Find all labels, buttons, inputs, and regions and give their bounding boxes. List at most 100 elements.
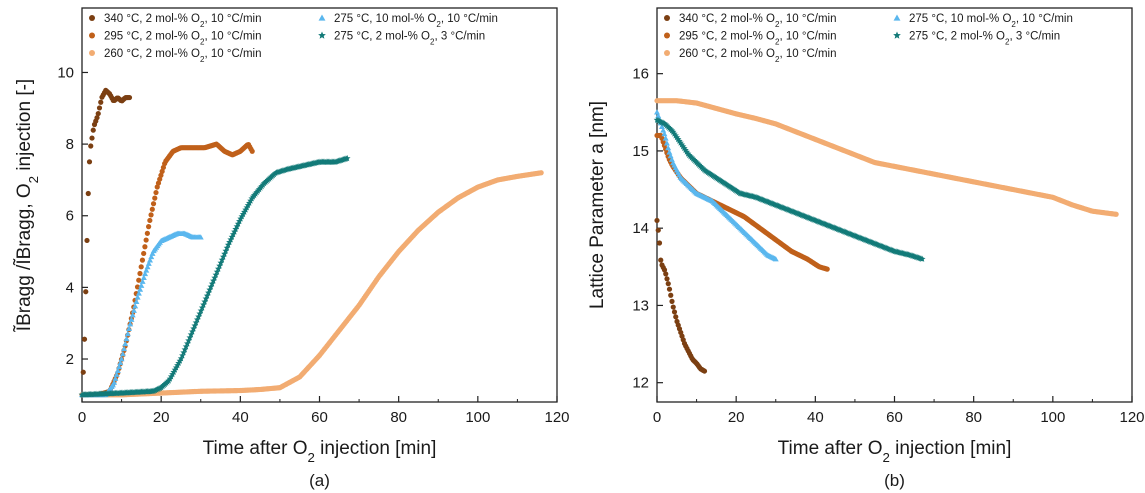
data-point <box>84 237 90 244</box>
data-point <box>181 346 189 353</box>
data-point <box>665 281 671 287</box>
legend-marker <box>893 14 901 21</box>
data-point <box>140 274 147 280</box>
x-tick-label: 0 <box>653 409 661 426</box>
data-point <box>147 257 154 263</box>
data-point <box>80 369 86 375</box>
x-tick-label: 20 <box>728 409 745 426</box>
data-point <box>202 295 210 302</box>
data-point <box>690 156 698 163</box>
data-point <box>211 274 218 281</box>
data-point <box>144 230 150 236</box>
data-point <box>672 132 679 139</box>
data-point <box>538 170 544 176</box>
x-tick-label: 60 <box>886 409 903 426</box>
y-tick-label: 12 <box>632 375 649 392</box>
legend-marker <box>318 31 326 39</box>
data-point <box>669 298 675 304</box>
y-tick-label: 13 <box>632 297 649 314</box>
data-point <box>157 176 163 182</box>
data-point <box>658 257 664 263</box>
data-point <box>148 253 155 260</box>
data-point <box>674 135 682 143</box>
data-point <box>197 234 204 240</box>
data-point <box>218 256 226 263</box>
data-point <box>159 168 165 174</box>
data-point <box>191 322 199 329</box>
data-point <box>144 264 151 270</box>
legend-entry: 275 °C, 10 mol-% O2, 10 °C/min <box>334 13 498 29</box>
y-tick-label: 14 <box>632 220 649 237</box>
data-point <box>114 367 121 374</box>
legend-marker <box>89 32 95 39</box>
data-point <box>671 309 678 315</box>
data-point <box>138 264 144 270</box>
x-tick-label: 60 <box>311 409 328 426</box>
y-tick-label: 6 <box>66 208 74 225</box>
data-point <box>665 145 672 151</box>
y-axis-title: Lattice Parameter a [nm] <box>587 101 608 309</box>
x-tick-label: 100 <box>465 409 490 426</box>
data-point <box>137 286 144 292</box>
data-point <box>146 224 152 230</box>
data-point <box>86 159 93 165</box>
data-point <box>668 292 674 298</box>
x-tick-label: 40 <box>807 409 824 426</box>
legend-entry: 295 °C, 2 mol-% O2, 10 °C/min <box>679 31 837 47</box>
legend-entry: 275 °C, 2 mol-% O2, 3 °C/min <box>909 31 1060 47</box>
data-point <box>193 316 201 323</box>
data-point <box>141 250 147 257</box>
data-point <box>213 268 221 275</box>
legend-marker <box>318 14 326 21</box>
legend-marker <box>89 50 95 56</box>
data-point <box>675 137 683 144</box>
legend-entry: 295 °C, 2 mol-% O2, 10 °C/min <box>104 31 262 47</box>
data-point <box>184 340 191 347</box>
legend-marker <box>664 32 670 39</box>
data-point <box>212 271 220 278</box>
legend-entry: 275 °C, 10 mol-% O2, 10 °C/min <box>909 13 1073 29</box>
data-point <box>693 159 700 166</box>
data-point <box>687 153 694 160</box>
legend-entry: 275 °C, 2 mol-% O2, 3 °C/min <box>334 31 485 47</box>
data-point <box>113 371 120 377</box>
x-tick-label: 120 <box>1119 409 1144 426</box>
data-point <box>119 350 126 357</box>
data-point <box>142 244 148 250</box>
data-point <box>221 250 228 257</box>
data-point <box>112 375 119 381</box>
data-point <box>661 267 668 273</box>
data-point <box>195 313 202 320</box>
data-point <box>123 335 130 342</box>
data-point <box>664 276 670 282</box>
y-tick-label: 16 <box>632 66 649 83</box>
data-point <box>671 130 678 137</box>
panel-b: 0 20 40 60 80 100 120 12 13 14 15 16 Time after O2 i… <box>587 7 1145 490</box>
data-point <box>205 289 212 296</box>
data-point <box>116 363 123 370</box>
data-point <box>143 237 149 243</box>
data-point <box>129 312 136 318</box>
data-point <box>88 143 94 149</box>
data-point <box>150 201 157 207</box>
data-point <box>96 105 103 111</box>
series-4 <box>654 109 779 262</box>
data-point <box>143 267 150 273</box>
data-point <box>673 133 681 141</box>
data-point <box>187 331 195 338</box>
x-tick-label: 80 <box>390 409 407 426</box>
data-point <box>145 260 152 266</box>
data-point <box>148 212 154 218</box>
x-tick-label: 120 <box>544 409 569 426</box>
data-point <box>824 266 830 272</box>
x-tick-label: 100 <box>1040 409 1065 426</box>
data-point <box>222 247 230 254</box>
data-point <box>224 241 232 248</box>
data-point <box>186 334 194 341</box>
data-point <box>656 240 663 246</box>
x-tick-label: 80 <box>965 409 982 426</box>
data-point <box>654 109 660 115</box>
legend: 340 °C, 2 mol-% O2, 10 °C/min 295 °C, 2 m… <box>664 13 1073 64</box>
data-point <box>139 257 146 263</box>
data-point <box>188 328 196 335</box>
